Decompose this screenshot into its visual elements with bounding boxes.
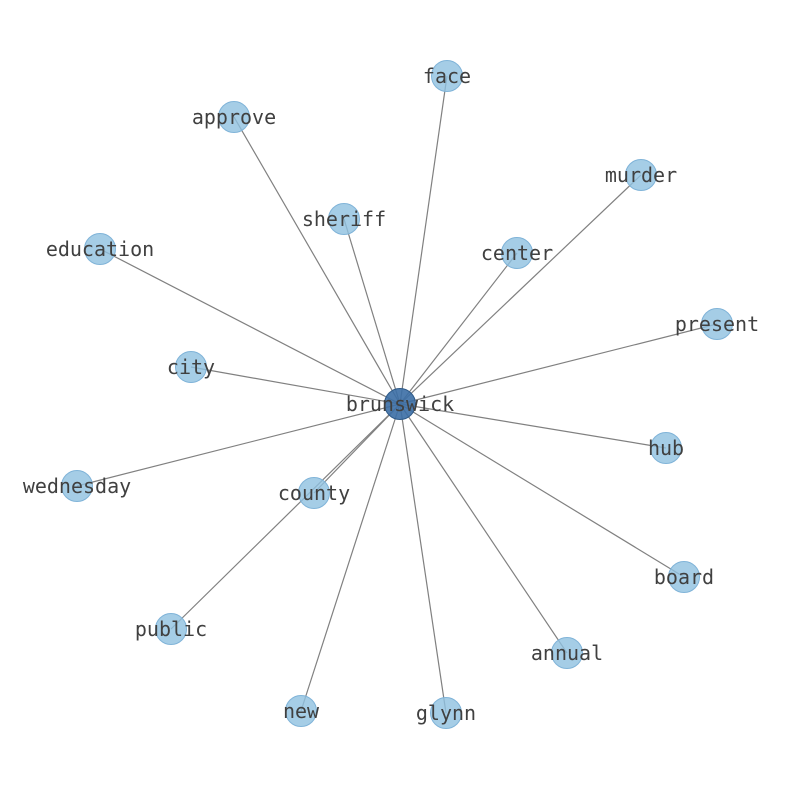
node-label-approve: approve	[192, 105, 276, 129]
node-label-county: county	[278, 481, 350, 505]
edge-brunswick-education	[99, 248, 401, 405]
node-education	[84, 233, 116, 265]
edge-brunswick-approve	[233, 116, 401, 405]
node-label-present: present	[675, 312, 759, 336]
node-annual	[551, 637, 583, 669]
node-label-brunswick: brunswick	[346, 392, 454, 416]
labels-layer: brunswick face approve murder sheriff educati…	[23, 64, 759, 725]
node-board	[668, 561, 700, 593]
node-county	[298, 477, 330, 509]
node-wednesday	[61, 470, 93, 502]
node-label-new: new	[283, 699, 320, 723]
nodes-layer	[61, 60, 733, 729]
node-brunswick	[384, 388, 416, 420]
edge-brunswick-hub	[399, 403, 667, 449]
node-face	[431, 60, 463, 92]
edge-brunswick-city	[190, 366, 401, 405]
edge-brunswick-new	[300, 403, 401, 712]
node-label-glynn: glynn	[416, 701, 476, 725]
node-label-annual: annual	[531, 641, 603, 665]
node-city	[175, 351, 207, 383]
node-hub	[650, 432, 682, 464]
node-label-hub: hub	[648, 436, 684, 460]
edge-brunswick-board	[399, 403, 685, 578]
edge-brunswick-present	[399, 323, 718, 405]
node-label-education: education	[46, 237, 154, 261]
node-label-murder: murder	[605, 163, 677, 187]
node-murder	[625, 159, 657, 191]
edge-brunswick-center	[399, 252, 518, 405]
node-new	[285, 695, 317, 727]
edge-brunswick-wednesday	[76, 403, 401, 487]
node-sheriff	[328, 203, 360, 235]
node-label-wednesday: wednesday	[23, 474, 131, 498]
node-label-city: city	[167, 355, 215, 379]
edge-brunswick-face	[399, 75, 448, 405]
node-label-sheriff: sheriff	[302, 207, 386, 231]
edge-brunswick-glynn	[399, 403, 447, 714]
node-present	[701, 308, 733, 340]
edge-brunswick-public	[170, 403, 401, 630]
node-label-face: face	[423, 64, 471, 88]
node-center	[501, 237, 533, 269]
node-glynn	[430, 697, 462, 729]
edge-brunswick-murder	[399, 174, 642, 405]
node-label-center: center	[481, 241, 553, 265]
edge-brunswick-sheriff	[343, 218, 401, 405]
edge-brunswick-annual	[399, 403, 568, 654]
node-approve	[218, 101, 250, 133]
edges-layer	[76, 75, 718, 714]
node-public	[155, 613, 187, 645]
node-label-board: board	[654, 565, 714, 589]
node-label-public: public	[135, 617, 207, 641]
